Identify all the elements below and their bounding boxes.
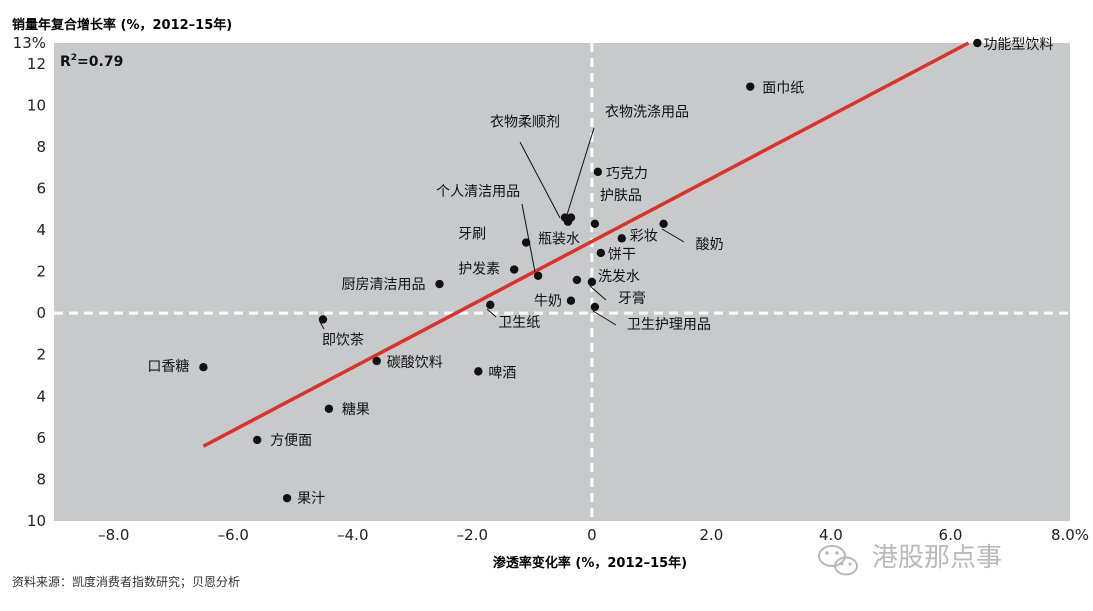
- trendline: [202, 41, 970, 448]
- leader-line: [565, 127, 595, 219]
- data-point: [746, 82, 755, 91]
- leader-line: [521, 203, 536, 273]
- y-tick-label: 10: [27, 512, 46, 530]
- x-tick-label: 8.0%: [1051, 526, 1089, 544]
- x-tick-label: –6.0: [218, 526, 249, 544]
- watermark-text: 港股那点事: [872, 543, 1002, 573]
- x-tick-label: 2.0: [699, 526, 723, 544]
- point-label: 衣物柔顺剂: [490, 115, 560, 131]
- point-label: 护肤品: [600, 188, 642, 204]
- y-tick-label: 13%: [13, 34, 46, 52]
- y-tick-label: 6: [36, 179, 46, 197]
- x-tick-label: –8.0: [98, 526, 129, 544]
- data-point: [282, 493, 292, 503]
- point-label: 即饮茶: [322, 332, 364, 348]
- data-point: [590, 302, 600, 312]
- x-tick-label: 6.0: [939, 526, 963, 544]
- point-label: 功能型饮料: [983, 37, 1053, 53]
- data-point: [486, 300, 495, 310]
- data-point: [324, 404, 334, 413]
- point-label: 护发素: [458, 262, 500, 278]
- leader-line: [592, 310, 617, 326]
- source-note: 资料来源：凯度消费者指数研究；贝恩分析: [12, 574, 240, 589]
- point-label: 瓶装水: [538, 232, 580, 248]
- data-point: [533, 271, 543, 280]
- wechat-icon: [818, 545, 858, 576]
- data-point: [521, 238, 531, 247]
- point-label: 糖果: [342, 402, 370, 418]
- data-point: [593, 167, 603, 177]
- x-axis-label: 渗透率变化率 (%，2012–15年): [493, 555, 687, 571]
- leader-line: [589, 285, 607, 301]
- r-squared-label: R2=0.79: [60, 53, 123, 70]
- data-point: [659, 219, 668, 229]
- data-point: [372, 356, 381, 366]
- trendline-group: [202, 41, 970, 448]
- leader-line: [519, 141, 561, 219]
- point-label: 彩妆: [630, 228, 658, 244]
- data-point: [596, 248, 606, 258]
- points-group: [199, 38, 982, 503]
- point-label: 巧克力: [606, 166, 648, 182]
- data-point: [590, 219, 600, 229]
- y-tick-label: 8: [36, 138, 46, 156]
- point-label: 饼干: [608, 247, 636, 263]
- y-tick-label: 2: [36, 263, 46, 281]
- y-axis-label: 销量年复合增长率 (%，2012–15年): [12, 17, 232, 33]
- plot-area: [54, 43, 1070, 521]
- quadrant-lines: [54, 43, 1070, 521]
- data-point: [318, 315, 328, 324]
- y-tick-label: 2: [36, 346, 46, 364]
- point-label: 果汁: [297, 491, 325, 507]
- y-tick-label: 4: [36, 387, 46, 405]
- point-label: 碳酸饮料: [387, 355, 443, 371]
- x-tick-label: 0: [587, 526, 597, 544]
- point-label: 个人清洁用品: [436, 184, 520, 200]
- x-tick-label: 4.0: [819, 526, 843, 544]
- y-tick-label: 6: [36, 429, 46, 447]
- leader-line: [319, 321, 325, 330]
- data-point: [973, 38, 982, 48]
- data-point: [509, 265, 519, 274]
- point-label: 卫生护理用品: [627, 317, 711, 333]
- y-tick-label: 0: [36, 304, 46, 322]
- y-tick-label: 4: [36, 221, 46, 239]
- data-point: [617, 234, 626, 243]
- data-point: [199, 363, 208, 372]
- point-label: 酸奶: [696, 237, 724, 253]
- point-label: 卫生纸: [498, 315, 540, 331]
- data-point: [572, 275, 582, 285]
- x-tick-label: –2.0: [457, 526, 488, 544]
- y-tick-label: 10: [27, 96, 46, 114]
- data-point: [253, 435, 262, 445]
- y-tick-label: 8: [36, 470, 46, 488]
- point-label: 牛奶: [534, 294, 562, 310]
- point-label: 啤酒: [488, 365, 516, 381]
- point-label: 厨房清洁用品: [341, 277, 425, 293]
- x-tick-labels: –8.0 –6.0 –4.0 –2.0 0 2.0 4.0 6.0 8.0%: [98, 526, 1089, 544]
- x-tick-label: –4.0: [337, 526, 368, 544]
- leader-line: [661, 228, 685, 243]
- data-point: [435, 279, 444, 289]
- data-point: [587, 277, 597, 287]
- point-label: 牙膏: [618, 290, 646, 307]
- point-label: 方便面: [270, 433, 312, 449]
- point-label: 牙刷: [458, 227, 486, 243]
- point-label: 面巾纸: [762, 81, 804, 97]
- point-label: 洗发水: [598, 269, 640, 285]
- data-point: [563, 217, 573, 226]
- point-label: 衣物洗涤用品: [605, 105, 689, 121]
- leader-lines-group: [319, 127, 685, 330]
- y-tick-label: 12: [27, 55, 46, 73]
- leader-line: [486, 308, 497, 318]
- data-point: [566, 296, 576, 305]
- data-point: [474, 367, 483, 376]
- point-label: 口香糖: [147, 359, 189, 375]
- y-tick-labels: 13% 12 10 8 6 4 2 0 2 4 6 8 10: [13, 34, 46, 530]
